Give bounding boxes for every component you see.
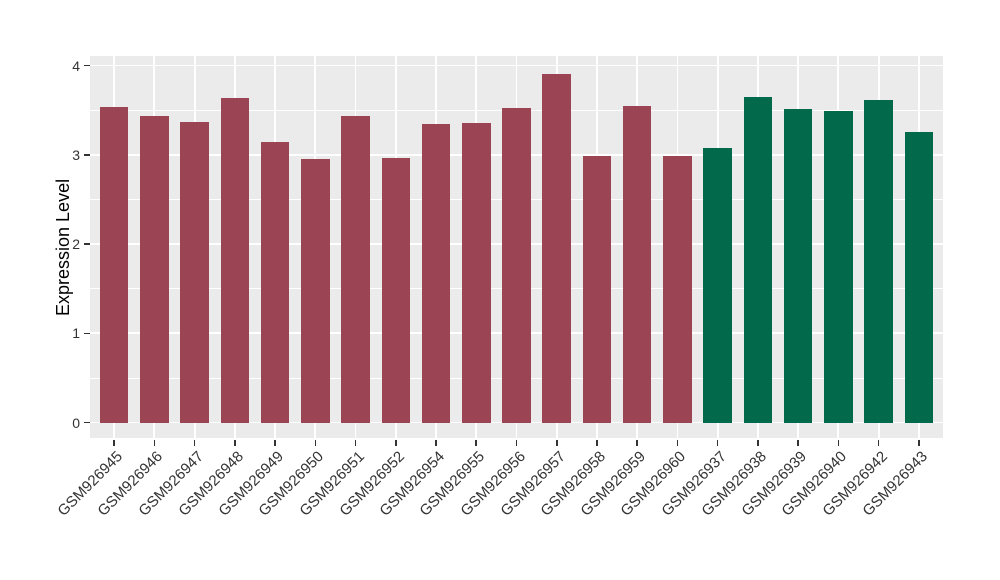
- y-tick-label: 3: [72, 146, 80, 163]
- x-axis-tick: [596, 440, 598, 446]
- x-axis-tick: [797, 440, 799, 446]
- bar-GSM926938[interactable]: [743, 96, 773, 423]
- y-axis-tick: [84, 421, 90, 424]
- bar-GSM926960[interactable]: [663, 155, 692, 423]
- bar-GSM926954[interactable]: [421, 124, 451, 423]
- bar-GSM926951[interactable]: [341, 116, 370, 423]
- y-axis-tick: [84, 332, 90, 335]
- bar-GSM926942[interactable]: [864, 100, 893, 423]
- x-axis-tick: [274, 440, 276, 446]
- x-axis-tick: [877, 440, 880, 446]
- bar-GSM926958[interactable]: [582, 155, 612, 423]
- y-tick-label: 4: [72, 57, 80, 74]
- bar-GSM926939[interactable]: [783, 109, 813, 423]
- y-tick-label: 0: [72, 414, 80, 431]
- y-axis-tick: [84, 243, 90, 245]
- x-axis-tick: [193, 440, 196, 446]
- bar-GSM926947[interactable]: [180, 121, 209, 423]
- bar-GSM926945[interactable]: [99, 106, 129, 423]
- y-axis-tick: [84, 64, 90, 67]
- bar-GSM926957[interactable]: [542, 73, 571, 423]
- bar-GSM926948[interactable]: [220, 97, 250, 423]
- x-axis-tick: [918, 440, 920, 446]
- x-axis-tick: [475, 440, 478, 446]
- x-axis-tick: [435, 440, 437, 446]
- bar-GSM926950[interactable]: [301, 159, 330, 423]
- bar-GSM926940[interactable]: [824, 111, 853, 423]
- bar-GSM926937[interactable]: [703, 147, 732, 423]
- x-axis-tick: [757, 440, 759, 446]
- x-axis-tick: [636, 440, 638, 446]
- plot-panel: [90, 56, 943, 438]
- bar-GSM926955[interactable]: [462, 122, 491, 423]
- bar-GSM926943[interactable]: [904, 132, 934, 423]
- bar-GSM926946[interactable]: [140, 115, 169, 423]
- x-axis-tick: [837, 440, 840, 446]
- y-axis-tick: [84, 154, 90, 156]
- x-axis-tick: [716, 440, 719, 446]
- x-axis-tick: [153, 440, 156, 446]
- x-axis-tick: [354, 440, 357, 446]
- bar-GSM926952[interactable]: [381, 158, 411, 423]
- x-axis-tick: [394, 440, 397, 446]
- bar-GSM926959[interactable]: [622, 105, 652, 423]
- x-axis-tick: [676, 440, 679, 446]
- x-axis-tick: [314, 440, 317, 446]
- y-tick-label: 1: [72, 325, 80, 342]
- bar-GSM926956[interactable]: [502, 108, 531, 423]
- x-axis-tick: [234, 440, 236, 446]
- x-axis-tick: [113, 440, 115, 446]
- bar-GSM926949[interactable]: [260, 142, 290, 423]
- x-axis-tick: [555, 440, 558, 446]
- x-axis-tick: [515, 440, 518, 446]
- y-tick-label: 2: [72, 236, 80, 253]
